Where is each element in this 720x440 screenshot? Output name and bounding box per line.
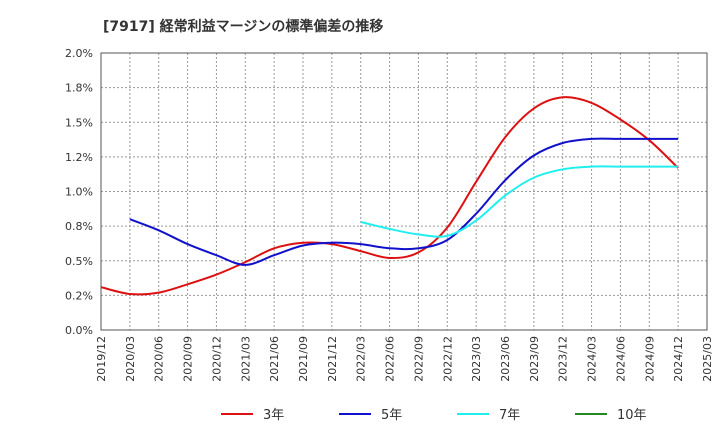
- x-tick-label: 2021/09: [297, 336, 310, 382]
- x-tick-label: 2024/03: [586, 336, 599, 382]
- x-tick-label: 2022/09: [412, 336, 425, 382]
- y-tick-label: 1.2%: [65, 151, 93, 164]
- y-axis: 0.0% 0.2% 0.5% 0.8% 1.0% 1.2% 1.5% 1.8% 2.0%: [65, 47, 93, 337]
- grid: [101, 53, 707, 330]
- x-tick-label: 2019/12: [95, 336, 108, 382]
- x-tick-label: 2023/12: [557, 336, 570, 382]
- x-tick-label: 2021/12: [326, 336, 339, 382]
- x-tick-label: 2020/09: [182, 336, 195, 382]
- x-tick-label: 2022/03: [355, 336, 368, 382]
- x-axis: 2019/12 2020/03 2020/06 2020/09 2020/12 2021/…: [95, 336, 714, 382]
- x-tick-label: 2023/06: [499, 336, 512, 382]
- x-tick-label: 2025/03: [701, 336, 714, 382]
- x-tick-label: 2022/12: [441, 336, 454, 382]
- y-tick-label: 0.0%: [65, 324, 93, 337]
- legend-label-3: 7年: [499, 408, 520, 423]
- legend-label-2: 5年: [381, 408, 402, 423]
- y-tick-label: 2.0%: [65, 47, 93, 60]
- y-tick-label: 0.5%: [65, 255, 93, 268]
- plot-area: [101, 53, 707, 330]
- series-line-2: [129, 137, 679, 266]
- series-lines: [100, 96, 679, 296]
- x-tick-label: 2024/09: [643, 336, 656, 382]
- y-tick-label: 0.2%: [65, 289, 93, 302]
- x-tick-label: 2021/06: [268, 336, 281, 382]
- chart-title: [7917] 経常利益マージンの標準偏差の推移: [103, 18, 383, 35]
- x-tick-label: 2021/03: [239, 336, 252, 382]
- legend: 3年 5年 7年 10年: [221, 408, 647, 423]
- y-tick-label: 0.8%: [65, 220, 93, 233]
- y-tick-label: 1.8%: [65, 82, 93, 95]
- plot-border: [100, 52, 708, 331]
- legend-label-1: 3年: [263, 408, 284, 423]
- x-tick-label: 2020/03: [124, 336, 137, 382]
- x-tick-label: 2020/06: [153, 336, 166, 382]
- y-tick-label: 1.5%: [65, 116, 93, 129]
- x-tick-label: 2023/09: [528, 336, 541, 382]
- legend-label-4: 10年: [617, 408, 647, 423]
- series-line-1: [100, 96, 679, 296]
- x-tick-label: 2023/03: [470, 336, 483, 382]
- y-tick-label: 1.0%: [65, 186, 93, 199]
- x-tick-label: 2020/12: [210, 336, 223, 382]
- x-tick-label: 2024/06: [614, 336, 627, 382]
- x-tick-label: 2022/06: [384, 336, 397, 382]
- x-tick-label: 2024/12: [672, 336, 685, 382]
- series-line-3: [360, 165, 679, 238]
